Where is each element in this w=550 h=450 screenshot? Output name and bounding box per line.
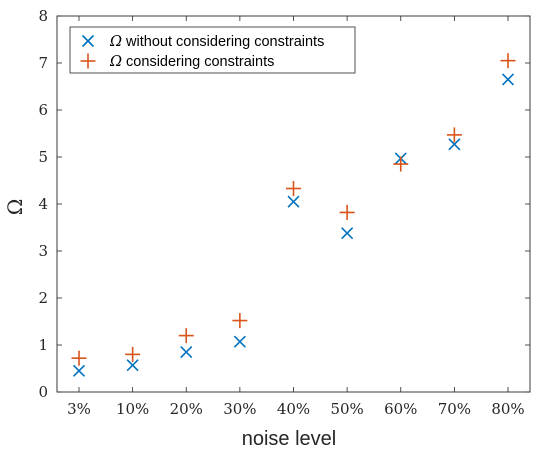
x-axis-ticks: 3% 10% 20% 30% 40% 50% 60% 70% 80% — [67, 16, 525, 418]
x-tick-label: 70% — [438, 400, 471, 418]
x-axis-label: noise level — [242, 428, 337, 450]
legend-entry-label: Ω without considering constraints — [109, 34, 324, 50]
marker-with-constraints — [446, 127, 462, 143]
y-tick-label: 8 — [38, 7, 48, 25]
y-tick-label: 3 — [38, 242, 48, 260]
y-axis-label: Ω — [3, 199, 27, 216]
marker-with-constraints — [500, 53, 516, 69]
legend-box — [69, 26, 356, 74]
x-tick-label: 30% — [223, 400, 256, 418]
marker-without-constraints — [233, 335, 246, 348]
y-tick-label: 4 — [38, 195, 48, 213]
x-tick-label: 3% — [67, 400, 91, 418]
y-tick-label: 2 — [38, 289, 48, 307]
y-tick-label: 5 — [38, 148, 48, 166]
marker-with-constraints — [178, 328, 194, 344]
y-tick-label: 0 — [38, 383, 48, 401]
y-tick-label: 1 — [38, 336, 48, 354]
x-tick-label: 60% — [384, 400, 417, 418]
x-tick-label: 40% — [277, 400, 310, 418]
x-tick-label: 80% — [491, 400, 524, 418]
marker-without-constraints — [501, 73, 515, 86]
marker-without-constraints — [180, 345, 193, 359]
marker-without-constraints — [341, 227, 354, 240]
legend-entry-label: Ω considering constraints — [109, 54, 274, 70]
marker-with-constraints — [125, 346, 141, 362]
x-tick-label: 10% — [116, 400, 149, 418]
legend-marker-plus — [80, 53, 96, 69]
legend: Ω without considering constraints Ω consi… — [69, 26, 356, 74]
marker-without-constraints — [448, 138, 461, 151]
x-tick-label: 20% — [170, 400, 203, 418]
y-tick-label: 6 — [38, 101, 48, 119]
marker-without-constraints — [287, 195, 300, 208]
marker-without-constraints — [72, 364, 86, 377]
legend-marker-x — [81, 34, 95, 48]
data-marks — [71, 53, 516, 377]
marker-with-constraints — [339, 204, 355, 220]
marker-with-constraints — [232, 313, 248, 329]
marker-with-constraints — [286, 180, 301, 196]
marker-with-constraints — [71, 350, 87, 366]
marker-with-constraints — [393, 156, 409, 172]
y-tick-label: 7 — [38, 54, 48, 72]
marker-without-constraints — [126, 359, 139, 372]
y-axis-ticks: 0 1 2 3 4 5 6 7 8 — [38, 7, 530, 401]
x-tick-label: 50% — [330, 400, 363, 418]
